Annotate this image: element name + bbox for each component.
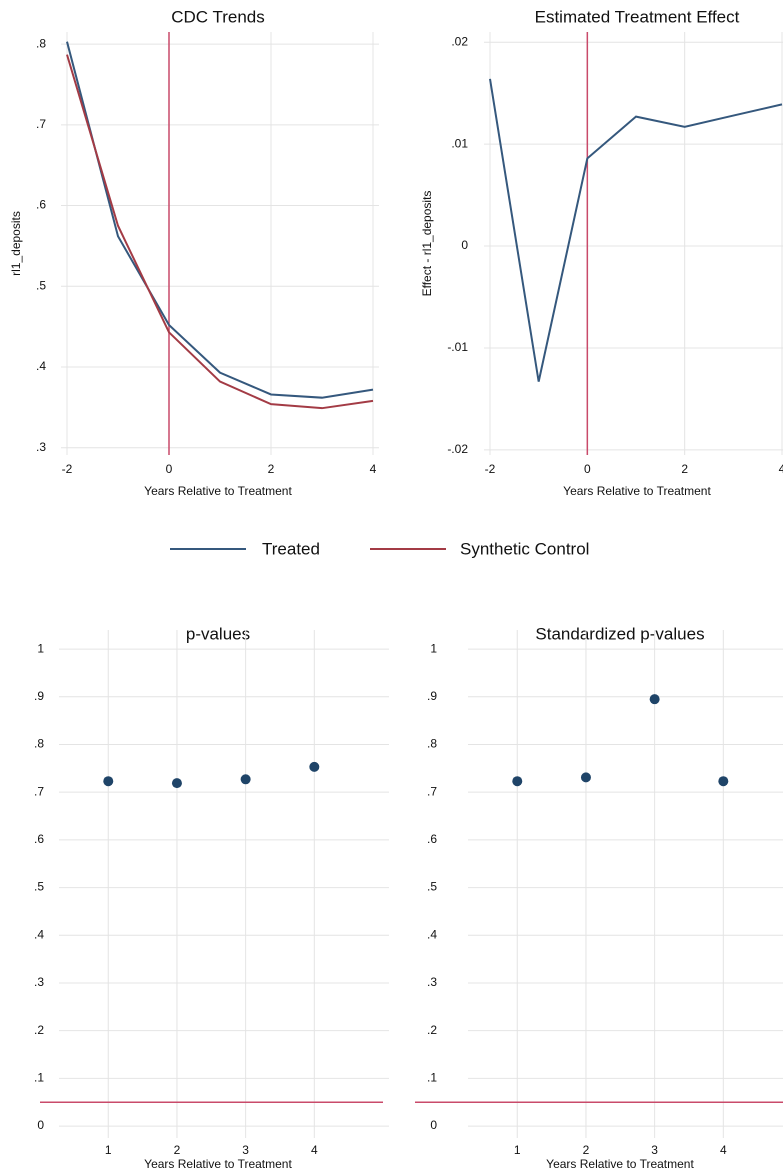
point <box>309 761 320 772</box>
y-tick-label: 1 <box>430 641 437 655</box>
y-tick-label: .5 <box>36 278 46 292</box>
y-tick-label: .7 <box>34 784 44 798</box>
series-line <box>66 54 374 410</box>
x-tick-label: 4 <box>311 1143 318 1157</box>
y-tick-label: .4 <box>36 359 46 373</box>
x-tick-label: 3 <box>242 1143 249 1157</box>
point <box>103 776 114 787</box>
y-tick-label: .8 <box>34 737 44 751</box>
legend-label: Treated <box>262 539 320 558</box>
x-tick-label: 4 <box>779 462 783 476</box>
y-tick-label: 0 <box>37 1118 44 1132</box>
series-line <box>66 41 374 399</box>
point <box>171 778 182 789</box>
chart-title: Estimated Treatment Effect <box>535 7 740 26</box>
y-tick-label: 1 <box>37 641 44 655</box>
y-tick-label: .3 <box>427 975 437 989</box>
x-tick-label: 4 <box>370 462 377 476</box>
y-tick-label: -.01 <box>447 340 468 354</box>
y-tick-label: .3 <box>34 975 44 989</box>
y-tick-label: .6 <box>34 832 44 846</box>
x-axis-label: Years Relative to Treatment <box>144 1157 292 1171</box>
x-tick-label: 2 <box>681 462 688 476</box>
y-tick-label: .5 <box>34 880 44 894</box>
y-tick-label: .8 <box>36 36 46 50</box>
point <box>718 776 729 787</box>
y-axis-label: Effect - rl1_deposits <box>420 191 434 297</box>
y-tick-label: .9 <box>34 689 44 703</box>
y-tick-label: .8 <box>427 737 437 751</box>
x-axis-label: Years Relative to Treatment <box>144 484 292 498</box>
legend-label: Synthetic Control <box>460 539 589 558</box>
y-tick-label: .6 <box>36 198 46 212</box>
series-line <box>489 78 783 382</box>
y-tick-label: .2 <box>34 1023 44 1037</box>
point <box>649 694 660 705</box>
x-tick-label: 0 <box>166 462 173 476</box>
chart-title: CDC Trends <box>171 7 265 26</box>
y-tick-label: .9 <box>427 689 437 703</box>
chart-title: Standardized p-values <box>535 624 704 643</box>
y-tick-label: -.02 <box>447 442 468 456</box>
y-tick-label: .7 <box>36 117 46 131</box>
y-tick-label: .5 <box>427 880 437 894</box>
y-tick-label: .1 <box>34 1071 44 1085</box>
y-tick-label: .6 <box>427 832 437 846</box>
x-tick-label: 3 <box>651 1143 658 1157</box>
y-tick-label: .4 <box>34 927 44 941</box>
y-tick-label: .4 <box>427 927 437 941</box>
point <box>240 774 251 785</box>
x-tick-label: -2 <box>62 462 73 476</box>
x-axis-label: Years Relative to Treatment <box>546 1157 694 1171</box>
y-tick-label: 0 <box>461 238 468 252</box>
x-tick-label: 2 <box>174 1143 181 1157</box>
y-tick-label: 0 <box>430 1118 437 1132</box>
point <box>580 772 591 783</box>
x-tick-label: 1 <box>105 1143 112 1157</box>
y-tick-label: .02 <box>451 34 468 48</box>
y-tick-label: .3 <box>36 440 46 454</box>
y-axis-label: rl1_deposits <box>9 211 23 276</box>
x-tick-label: 4 <box>720 1143 727 1157</box>
x-tick-label: 2 <box>268 462 275 476</box>
y-tick-label: .2 <box>427 1023 437 1037</box>
y-tick-label: .7 <box>427 784 437 798</box>
chart-title: p-values <box>186 624 250 643</box>
x-tick-label: 1 <box>514 1143 521 1157</box>
point <box>512 776 523 787</box>
y-tick-label: .01 <box>451 136 468 150</box>
x-tick-label: 0 <box>584 462 591 476</box>
x-tick-label: 2 <box>583 1143 590 1157</box>
x-axis-label: Years Relative to Treatment <box>563 484 711 498</box>
x-tick-label: -2 <box>485 462 496 476</box>
y-tick-label: .1 <box>427 1071 437 1085</box>
